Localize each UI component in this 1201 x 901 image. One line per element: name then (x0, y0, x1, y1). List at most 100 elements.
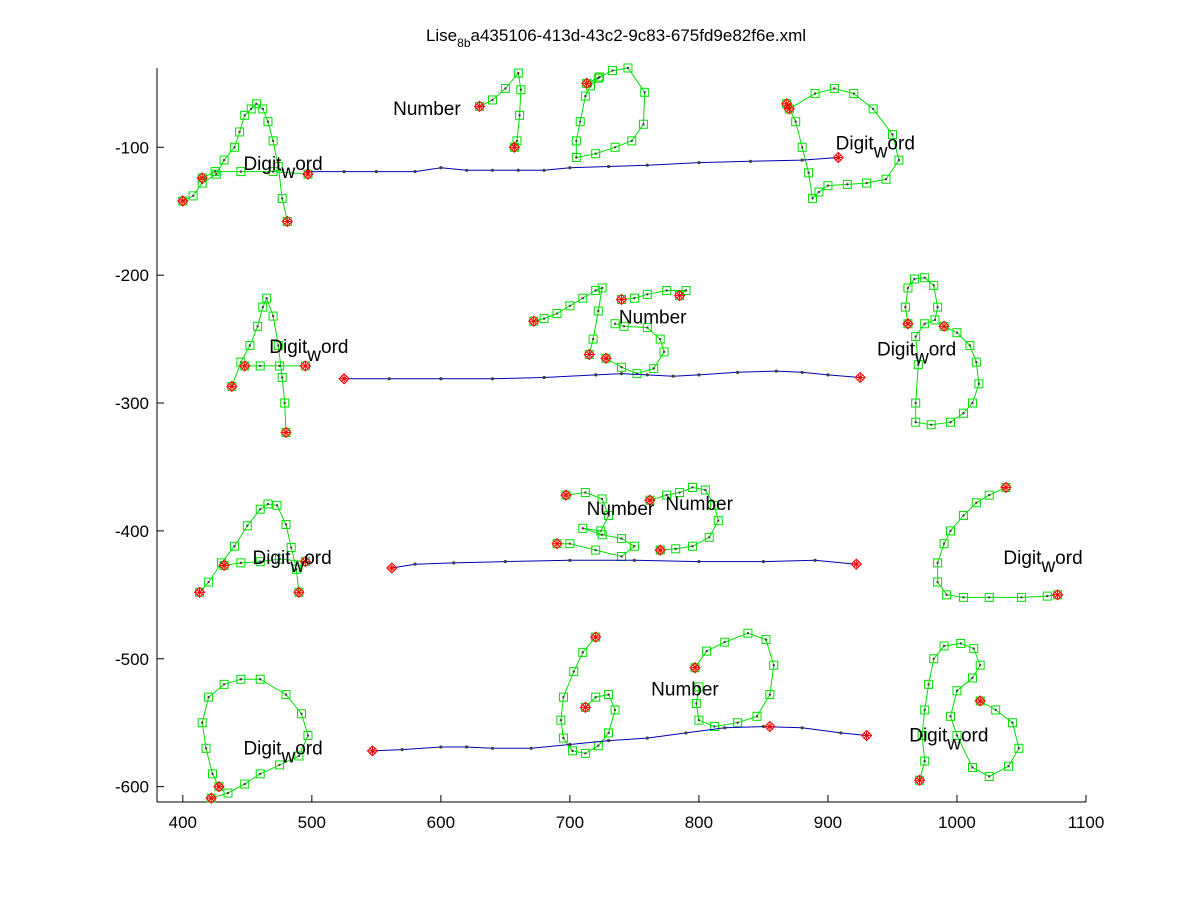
stroke-point-marker (842, 179, 852, 189)
stroke-point-marker (604, 728, 614, 738)
baseline-point (542, 375, 546, 380)
stroke-point-dot (665, 493, 668, 497)
endpoint-cross-d2 (283, 218, 291, 225)
stroke-point-dot (249, 107, 253, 111)
endpoint-diamond (764, 720, 776, 733)
x-tick-label: 500 (298, 813, 326, 832)
stroke-point-marker (281, 690, 291, 700)
stroke-point-dot (233, 146, 236, 149)
stroke-point-marker (691, 699, 701, 709)
stroke-point-dot (261, 107, 265, 111)
stroke-point-dot (705, 649, 708, 653)
stroke-point-dot (906, 286, 910, 290)
stroke-point-marker (702, 646, 712, 656)
stroke-point-dot (826, 184, 830, 187)
stroke-point-dot (600, 533, 604, 536)
stroke-point-marker (629, 541, 639, 551)
baseline-line (391, 559, 857, 569)
stroke-point-marker (240, 779, 250, 789)
baseline-point (542, 168, 546, 172)
stroke-point-dot (622, 325, 626, 328)
stroke-point-marker (280, 398, 290, 408)
endpoint-cross-d2 (562, 491, 570, 499)
stroke-point-dot (813, 92, 817, 95)
endpoint-diamond (580, 77, 593, 90)
y-tick-label: -300 (115, 394, 149, 413)
endpoint-cross-d2 (785, 105, 793, 113)
stroke-point-marker (733, 718, 743, 728)
stroke-point-dot (568, 304, 572, 308)
baseline-point (839, 731, 843, 735)
stroke-point-dot (662, 350, 666, 354)
stroke-point-dot (248, 344, 252, 347)
baseline-point (413, 169, 417, 174)
stroke-point-marker (236, 674, 246, 684)
stroke-point-marker (632, 369, 642, 379)
stroke-point-dot (613, 322, 617, 325)
stroke-point-dot (891, 133, 894, 136)
endpoint-diamond (615, 293, 628, 306)
y-tick-label: -400 (115, 522, 149, 541)
endpoint-cross-d2 (940, 322, 948, 330)
stroke-point-dot (704, 488, 707, 492)
stroke-point-marker (539, 314, 549, 324)
endpoint-cross-d2 (585, 351, 593, 358)
chart-title: Lise8ba435106-413d-43c2-9c83-675fd9e82f6… (426, 26, 806, 50)
stroke-point-dot (519, 88, 523, 91)
stroke-point-marker (903, 283, 913, 293)
stroke-point-marker (604, 511, 614, 521)
baseline-point (606, 739, 611, 743)
endpoint-cross-d2 (582, 704, 589, 711)
stroke-point-marker (591, 545, 601, 555)
baseline-point (645, 163, 649, 167)
annotation-label: Digitword (252, 548, 331, 577)
endpoint-diamond (226, 380, 238, 393)
x-tick-label: 700 (556, 813, 584, 832)
stroke-point-marker (219, 679, 229, 689)
stroke-point-dot (772, 663, 775, 667)
stroke-point-dot (613, 708, 617, 712)
stroke-point-marker (752, 711, 762, 721)
baseline-point (439, 745, 443, 749)
stroke-point-marker (229, 541, 239, 551)
stroke-point-marker (952, 328, 962, 338)
annotation-label: Digitword (836, 133, 915, 162)
stroke-point-dot (755, 715, 759, 718)
baseline-point (697, 559, 701, 564)
stroke-point-dot (213, 170, 217, 173)
stroke-point-marker (604, 690, 614, 700)
stroke-point-dot (768, 693, 772, 696)
stroke-point-marker (929, 654, 939, 664)
endpoint-diamond (473, 100, 486, 113)
stroke-point-dot (256, 325, 259, 328)
stroke-point-dot (300, 712, 303, 715)
stroke-point-dot (697, 718, 701, 722)
stroke-point-marker (984, 592, 994, 602)
stroke-point-marker (642, 289, 652, 299)
stroke-point-marker (946, 711, 956, 721)
stroke-point-marker (297, 709, 307, 719)
stroke-point-marker (649, 364, 659, 374)
stroke-point-marker (929, 280, 939, 290)
stroke-point-marker (294, 751, 304, 761)
stroke-point-dot (259, 507, 262, 511)
stroke-point-marker (571, 153, 581, 163)
endpoint-cross-d2 (783, 100, 791, 108)
stroke-point-marker (956, 638, 966, 648)
stroke-point-dot (923, 708, 926, 712)
stroke-point-dot (794, 120, 797, 123)
endpoint-cross-d2 (766, 723, 774, 730)
stroke-point-marker (1042, 591, 1052, 601)
endpoint-diamond (832, 151, 844, 164)
stroke-point-dot (504, 87, 507, 90)
stroke-point-marker (920, 756, 930, 766)
stroke-point-marker (967, 398, 977, 408)
stroke-point-marker (556, 715, 566, 725)
stroke-point-marker (258, 302, 268, 312)
stroke-point-marker (578, 523, 588, 533)
baseline-point (800, 726, 804, 730)
stroke-point-marker (204, 577, 214, 587)
endpoint-cross-d2 (618, 296, 625, 303)
baseline-point (439, 166, 443, 170)
